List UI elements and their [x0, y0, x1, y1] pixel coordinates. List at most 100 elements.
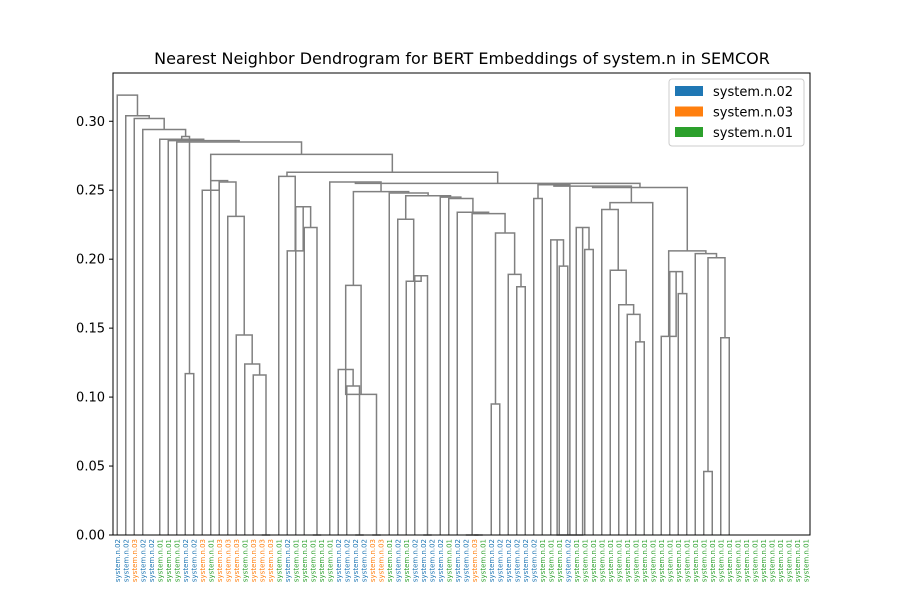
- leaf-label-15: system.n.01: [241, 539, 249, 582]
- leaf-label-72: system.n.01: [726, 539, 734, 582]
- leaf-label-51: system.n.01: [547, 539, 555, 582]
- x-axis-leaf-labels: system.n.02 system.n.02 system.n.03 system.…: [114, 539, 811, 582]
- link-m29: [490, 403, 501, 535]
- link-m66: [176, 141, 303, 535]
- leaf-label-37: system.n.02: [428, 539, 436, 582]
- link-m46: [635, 341, 645, 535]
- link-m37: [352, 190, 410, 286]
- dendrogram-links: [116, 94, 730, 536]
- leaf-label-73: system.n.01: [734, 539, 742, 582]
- leaf-label-70: system.n.01: [709, 539, 717, 582]
- leaf-label-9: system.n.02: [190, 539, 198, 582]
- leaf-label-27: system.n.02: [343, 539, 351, 582]
- leaf-label-11: system.n.01: [207, 539, 215, 582]
- leaf-label-69: system.n.01: [700, 539, 708, 582]
- leaf-label-50: system.n.01: [539, 539, 547, 582]
- link-m67: [167, 139, 240, 535]
- link-m30: [494, 232, 516, 404]
- link-m70: [142, 128, 187, 535]
- leaf-label-57: system.n.01: [598, 539, 606, 582]
- link-m16: [346, 385, 361, 535]
- leaf-label-48: system.n.02: [522, 539, 530, 582]
- leaf-label-60: system.n.01: [624, 539, 632, 582]
- y-axis: 0.00 0.05 0.10 0.15 0.20 0.25 0.30: [76, 115, 113, 544]
- link-m33: [448, 197, 474, 535]
- leaf-label-34: system.n.01: [403, 539, 411, 582]
- leaf-label-29: system.n.02: [360, 539, 368, 582]
- legend-label-1: system.n.03: [713, 106, 793, 121]
- leaf-label-28: system.n.02: [352, 539, 360, 582]
- link-m1: [184, 372, 195, 535]
- legend-swatch-0: [675, 86, 703, 96]
- y-tick-label-0: 0.00: [76, 529, 105, 544]
- leaf-label-75: system.n.01: [751, 539, 759, 582]
- leaf-label-4: system.n.02: [148, 539, 156, 582]
- leaf-label-33: system.n.02: [394, 539, 402, 582]
- leaf-label-17: system.n.03: [258, 539, 266, 582]
- link-m44: [533, 197, 543, 535]
- leaf-label-8: system.n.02: [182, 539, 190, 582]
- leaf-label-54: system.n.01: [573, 539, 581, 582]
- link-m41: [584, 248, 594, 535]
- leaf-label-13: system.n.03: [224, 539, 232, 582]
- leaf-label-66: system.n.01: [675, 539, 683, 582]
- link-m47: [626, 313, 641, 535]
- leaf-label-2: system.n.03: [131, 539, 139, 582]
- leaf-label-1: system.n.02: [122, 539, 130, 582]
- link-m22: [414, 274, 429, 535]
- y-tick-label-4: 0.20: [76, 253, 105, 268]
- leaf-label-58: system.n.01: [607, 539, 615, 582]
- link-m72: [125, 115, 150, 535]
- link-m51: [609, 201, 654, 535]
- link-m27: [516, 286, 526, 535]
- leaf-label-25: system.n.01: [326, 539, 334, 582]
- leaf-label-46: system.n.02: [505, 539, 513, 582]
- leaf-label-63: system.n.01: [649, 539, 657, 582]
- leaf-label-81: system.n.01: [802, 539, 810, 582]
- y-tick-label-5: 0.25: [76, 184, 105, 199]
- leaf-label-36: system.n.02: [420, 539, 428, 582]
- leaf-label-16: system.n.03: [250, 539, 258, 582]
- legend-swatch-1: [675, 106, 703, 117]
- leaf-label-6: system.n.01: [165, 539, 173, 582]
- leaf-label-76: system.n.01: [760, 539, 768, 582]
- chart-title: Nearest Neighbor Dendrogram for BERT Emb…: [154, 49, 770, 68]
- leaf-label-53: system.n.02: [564, 539, 572, 582]
- plot-frame: [112, 72, 811, 536]
- leaf-label-62: system.n.01: [641, 539, 649, 582]
- leaf-label-18: system.n.03: [267, 539, 275, 582]
- leaf-label-42: system.n.03: [471, 539, 479, 582]
- leaf-label-43: system.n.01: [479, 539, 487, 582]
- link-m62: [591, 186, 689, 205]
- legend-swatch-2: [675, 127, 703, 137]
- link-m56: [703, 470, 713, 535]
- leaf-label-65: system.n.01: [666, 539, 674, 582]
- leaf-label-32: system.n.01: [386, 539, 394, 582]
- link-m68: [159, 138, 205, 535]
- leaf-label-0: system.n.02: [114, 539, 122, 582]
- y-tick-label-6: 0.30: [76, 115, 105, 130]
- leaf-label-41: system.n.02: [462, 539, 470, 582]
- link-m12: [295, 206, 312, 535]
- leaf-label-78: system.n.01: [777, 539, 785, 582]
- link-m4: [244, 363, 261, 535]
- leaf-label-19: system.n.01: [275, 539, 283, 582]
- link-m19: [344, 369, 378, 535]
- leaf-label-64: system.n.01: [658, 539, 666, 582]
- link-m39: [558, 265, 569, 535]
- link-m69: [180, 135, 191, 374]
- link-m35: [404, 194, 452, 220]
- leaf-label-26: system.n.02: [335, 539, 343, 582]
- leaf-label-59: system.n.01: [615, 539, 623, 582]
- leaf-label-79: system.n.01: [785, 539, 793, 582]
- leaf-label-40: system.n.02: [454, 539, 462, 582]
- leaf-label-74: system.n.01: [743, 539, 751, 582]
- y-tick-label-1: 0.05: [76, 460, 105, 475]
- legend-label-0: system.n.02: [713, 85, 793, 100]
- leaf-label-77: system.n.01: [768, 539, 776, 582]
- link-m73: [116, 94, 139, 535]
- link-m64: [286, 171, 499, 184]
- leaf-label-56: system.n.01: [590, 539, 598, 582]
- link-m48: [618, 303, 635, 535]
